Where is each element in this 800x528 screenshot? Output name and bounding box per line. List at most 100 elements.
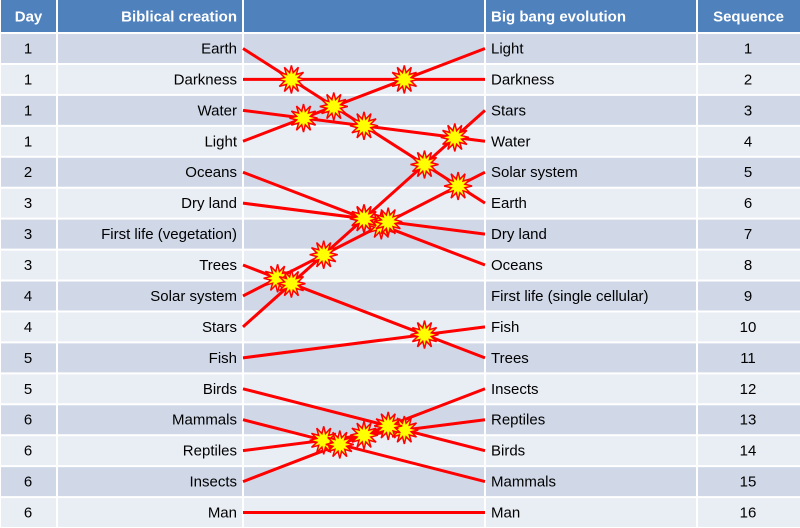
evolution-cell: Stars: [491, 102, 526, 119]
row-bg: [0, 94, 800, 126]
row-bg: [0, 373, 800, 405]
biblical-cell: Birds: [203, 381, 237, 398]
biblical-cell: Fish: [209, 350, 237, 367]
biblical-cell: Solar system: [150, 288, 237, 305]
sequence-cell: 1: [744, 40, 752, 57]
day-cell: 3: [24, 257, 32, 274]
evolution-cell: Dry land: [491, 226, 547, 243]
evolution-cell: First life (single cellular): [491, 288, 649, 305]
row-bg: [0, 280, 800, 312]
evolution-cell: Oceans: [491, 257, 543, 274]
sequence-cell: 9: [744, 288, 752, 305]
biblical-cell: Stars: [202, 319, 237, 336]
day-cell: 1: [24, 71, 32, 88]
day-cell: 1: [24, 102, 32, 119]
crossing-burst: [277, 65, 306, 94]
crossing-burst: [349, 421, 379, 450]
day-cell: 3: [24, 226, 32, 243]
crossing-burst: [263, 264, 292, 293]
day-cell: 6: [24, 443, 32, 460]
sequence-cell: 5: [744, 164, 752, 181]
sequence-cell: 8: [744, 257, 752, 274]
crossing-burst: [319, 92, 348, 121]
evolution-cell: Birds: [491, 443, 525, 460]
biblical-cell: Trees: [199, 257, 237, 274]
evolution-cell: Solar system: [491, 164, 578, 181]
header-cell: Big bang evolution: [491, 8, 626, 25]
evolution-cell: Water: [491, 133, 530, 150]
connector: [242, 418, 486, 484]
header-cell: Sequence: [713, 8, 784, 25]
sequence-cell: 7: [744, 226, 752, 243]
biblical-cell: Earth: [201, 40, 237, 57]
biblical-cell: Darkness: [174, 71, 237, 88]
biblical-cell: Light: [204, 133, 237, 150]
header-bg: [0, 0, 800, 33]
day-cell: 6: [24, 474, 32, 491]
sequence-cell: 15: [740, 474, 757, 491]
header-cell: Biblical creation: [121, 8, 237, 25]
header-cell: Day: [15, 8, 43, 25]
day-cell: 6: [24, 412, 32, 429]
day-cell: 5: [24, 350, 32, 367]
crossing-burst: [277, 269, 306, 298]
crossing-burst: [374, 207, 403, 236]
day-cell: 1: [24, 40, 32, 57]
row-bg: [0, 342, 800, 374]
sequence-cell: 2: [744, 71, 752, 88]
evolution-cell: Mammals: [491, 474, 556, 491]
evolution-cell: Trees: [491, 350, 529, 367]
biblical-cell: Dry land: [181, 195, 237, 212]
biblical-cell: Mammals: [172, 412, 237, 429]
crossing-burst: [374, 411, 403, 441]
day-cell: 4: [24, 288, 32, 305]
biblical-cell: Water: [198, 102, 237, 119]
sequence-cell: 6: [744, 195, 752, 212]
row-bg: [0, 249, 800, 281]
row-bg: [0, 156, 800, 188]
row-bg: [0, 466, 800, 498]
biblical-cell: Reptiles: [183, 443, 237, 460]
sequence-cell: 13: [740, 412, 757, 429]
connector: [242, 387, 486, 453]
biblical-cell: Oceans: [185, 164, 237, 181]
day-cell: 4: [24, 319, 32, 336]
evolution-cell: Darkness: [491, 71, 554, 88]
evolution-cell: Reptiles: [491, 412, 545, 429]
sequence-cell: 16: [740, 505, 757, 522]
crossing-burst: [443, 171, 473, 201]
evolution-cell: Man: [491, 505, 520, 522]
crossing-burst: [325, 430, 354, 459]
connector: [242, 325, 486, 360]
sequence-cell: 14: [740, 443, 757, 460]
biblical-cell: First life (vegetation): [101, 226, 237, 243]
crossing-burst: [309, 240, 338, 269]
crossing-burst: [410, 320, 439, 349]
crossing-burst: [440, 123, 469, 152]
sequence-cell: 4: [744, 133, 752, 150]
crossing-burst: [410, 150, 439, 179]
biblical-cell: Insects: [189, 474, 237, 491]
crossing-burst: [309, 426, 338, 455]
day-cell: 6: [24, 505, 32, 522]
sequence-cell: 12: [740, 381, 757, 398]
crossing-burst: [390, 65, 419, 94]
evolution-cell: Insects: [491, 381, 539, 398]
crossing-burst: [349, 111, 379, 140]
biblical-cell: Man: [208, 505, 237, 522]
sequence-cell: 10: [740, 319, 757, 336]
day-cell: 3: [24, 195, 32, 212]
day-cell: 2: [24, 164, 32, 181]
evolution-cell: Light: [491, 40, 524, 57]
evolution-cell: Fish: [491, 319, 519, 336]
sequence-cell: 3: [744, 102, 752, 119]
day-cell: 5: [24, 381, 32, 398]
connector: [242, 47, 486, 143]
evolution-cell: Earth: [491, 195, 527, 212]
sequence-cell: 11: [740, 350, 756, 367]
crossing-burst: [349, 204, 379, 233]
row-bg: [0, 33, 800, 64]
day-cell: 1: [24, 133, 32, 150]
row-bg: [0, 187, 800, 219]
